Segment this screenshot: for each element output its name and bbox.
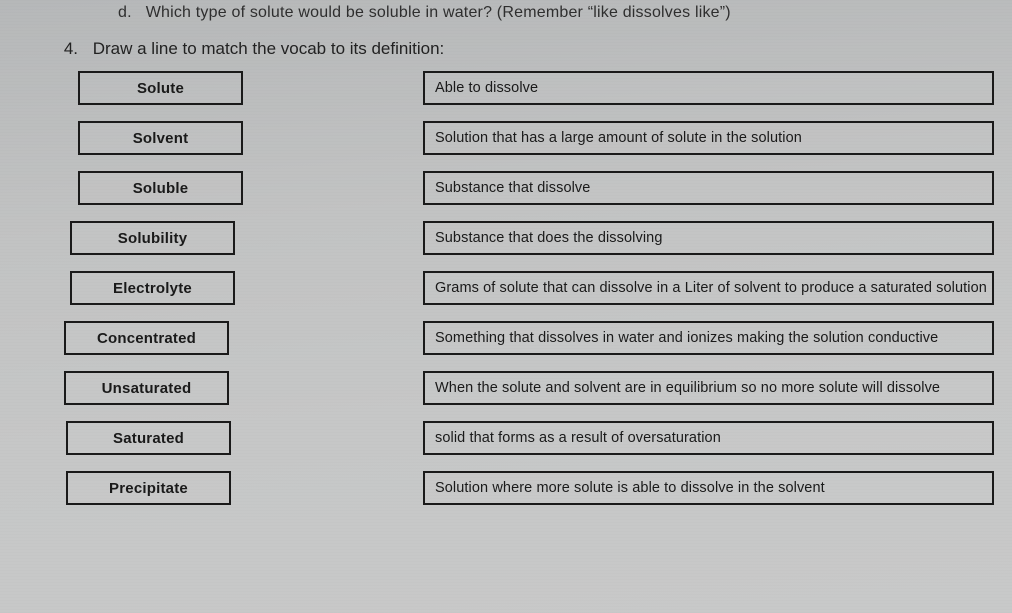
worksheet-page: d. Which type of solute would be soluble… [0, 0, 1012, 613]
question-4-text: Draw a line to match the vocab to its de… [93, 39, 445, 58]
vocab-box-concentrated: Concentrated [64, 321, 229, 355]
question-4: 4. Draw a line to match the vocab to its… [8, 39, 1004, 59]
definition-box-6: When the solute and solvent are in equil… [423, 371, 994, 405]
definition-text: Grams of solute that can dissolve in a L… [435, 280, 987, 296]
matching-grid: Solute Able to dissolve Solvent Solution… [8, 71, 1004, 505]
definition-text: When the solute and solvent are in equil… [435, 380, 940, 396]
definition-box-2: Substance that dissolve [423, 171, 994, 205]
vocab-label: Unsaturated [102, 380, 192, 397]
question-d-prefix: d. [118, 4, 132, 21]
definition-text: solid that forms as a result of oversatu… [435, 430, 721, 446]
vocab-box-solubility: Solubility [70, 221, 235, 255]
vocab-label: Solvent [133, 130, 189, 147]
vocab-box-solute: Solute [78, 71, 243, 105]
definition-box-1: Solution that has a large amount of solu… [423, 121, 994, 155]
definition-text: Solution that has a large amount of solu… [435, 130, 802, 146]
vocab-box-precipitate: Precipitate [66, 471, 231, 505]
definition-box-3: Substance that does the dissolving [423, 221, 994, 255]
vocab-box-saturated: Saturated [66, 421, 231, 455]
definition-box-7: solid that forms as a result of oversatu… [423, 421, 994, 455]
vocab-box-soluble: Soluble [78, 171, 243, 205]
definition-text: Able to dissolve [435, 80, 538, 96]
definition-box-5: Something that dissolves in water and io… [423, 321, 994, 355]
question-d: d. Which type of solute would be soluble… [8, 4, 1004, 22]
definition-box-0: Able to dissolve [423, 71, 994, 105]
vocab-label: Soluble [133, 180, 189, 197]
question-d-text: Which type of solute would be soluble in… [146, 4, 731, 21]
vocab-box-electrolyte: Electrolyte [70, 271, 235, 305]
vocab-label: Saturated [113, 430, 184, 447]
vocab-label: Concentrated [97, 330, 196, 347]
definition-text: Substance that does the dissolving [435, 230, 663, 246]
vocab-box-unsaturated: Unsaturated [64, 371, 229, 405]
definition-text: Substance that dissolve [435, 180, 590, 196]
definition-text: Solution where more solute is able to di… [435, 480, 825, 496]
vocab-label: Electrolyte [113, 280, 192, 297]
vocab-label: Solubility [118, 230, 188, 247]
vocab-label: Precipitate [109, 480, 188, 497]
definition-text: Something that dissolves in water and io… [435, 330, 938, 346]
definition-box-4: Grams of solute that can dissolve in a L… [423, 271, 994, 305]
definition-box-8: Solution where more solute is able to di… [423, 471, 994, 505]
vocab-box-solvent: Solvent [78, 121, 243, 155]
question-4-number: 4. [56, 39, 78, 59]
vocab-label: Solute [137, 80, 184, 97]
